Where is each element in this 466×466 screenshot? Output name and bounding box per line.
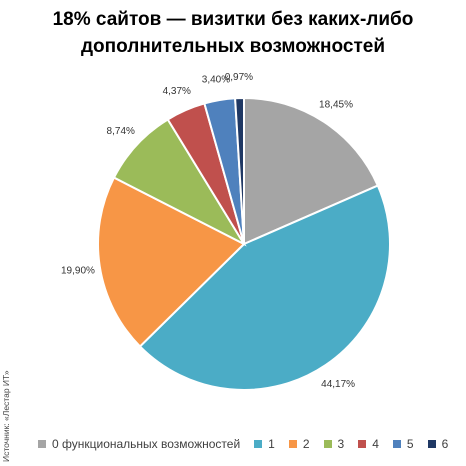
- legend-label-5: 5: [406, 437, 414, 451]
- data-label-6: 0,97%: [225, 72, 253, 83]
- chart-title-line1: 18% сайтов — визитки без каких-либо: [52, 9, 414, 30]
- legend-label-2: 2: [302, 437, 310, 451]
- legend-label-4: 4: [372, 437, 379, 451]
- legend-swatch-0: [38, 440, 46, 448]
- legend-label-3: 3: [337, 437, 345, 451]
- pie-slice-2: [97, 176, 246, 348]
- legend-item-1: 1: [254, 437, 275, 451]
- source-note: Источник: «Лестар ИТ»: [1, 370, 11, 462]
- legend-label-6: 6: [441, 437, 449, 451]
- legend-swatch-5: [392, 440, 401, 448]
- legend-label-0: 0 функциональных возможностей: [52, 437, 241, 451]
- data-label-5: 3,40%: [202, 74, 230, 85]
- legend-item-2: 2: [288, 437, 310, 451]
- data-label-1: 44,17%: [321, 379, 355, 390]
- legend-label-1: 1: [268, 437, 275, 451]
- legend-item-0: 0 функциональных возможностей: [38, 437, 240, 451]
- chart-title: 18% сайтов — визитки без каких-либо допо…: [0, 6, 466, 60]
- data-label-0: 18,45%: [319, 99, 353, 110]
- legend-swatch-2: [288, 440, 297, 448]
- legend-item-5: 5: [392, 437, 414, 451]
- legend-item-3: 3: [323, 437, 345, 451]
- chart-legend: 0 функциональных возможностей 1 2 3 4 5 6: [38, 437, 462, 451]
- pie-slice-1: [138, 184, 391, 391]
- data-label-4: 4,37%: [163, 86, 191, 97]
- pie-slice-6: [234, 96, 245, 245]
- legend-swatch-4: [358, 440, 367, 448]
- legend-swatch-6: [427, 440, 436, 448]
- pie-slice-0: [243, 96, 380, 246]
- legend-item-6: 6: [427, 437, 449, 451]
- legend-item-4: 4: [358, 437, 379, 451]
- legend-swatch-1: [254, 440, 263, 448]
- data-label-3: 8,74%: [107, 126, 135, 137]
- legend-swatch-3: [323, 440, 332, 448]
- data-label-2: 19,90%: [61, 266, 95, 277]
- chart-title-line2: дополнительных возможностей: [80, 36, 385, 57]
